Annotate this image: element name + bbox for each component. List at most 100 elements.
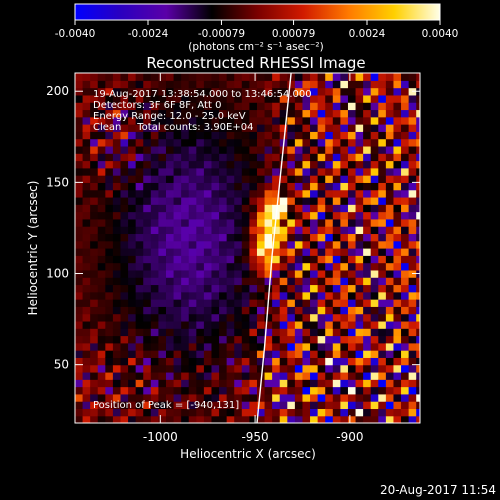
heatmap-cell [317, 211, 326, 220]
heatmap-cell [401, 393, 410, 402]
heatmap-cell [181, 262, 190, 271]
heatmap-cell [272, 284, 281, 293]
heatmap-cell [378, 175, 387, 183]
heatmap-cell [294, 240, 304, 249]
heatmap-cell [287, 342, 296, 351]
heatmap-cell [249, 189, 258, 198]
heatmap-cell [241, 182, 250, 191]
heatmap-cell [143, 408, 152, 417]
heatmap-cell [75, 255, 84, 264]
heatmap-cell [393, 262, 402, 271]
heatmap-cell [112, 73, 122, 81]
heatmap-cell [226, 299, 235, 307]
heatmap-cell [256, 87, 266, 96]
heatmap-cell [90, 401, 99, 410]
heatmap-cell [416, 189, 420, 198]
heatmap-cell [203, 313, 213, 322]
heatmap-cell [355, 138, 364, 147]
heatmap-cell [219, 94, 228, 103]
heatmap-cell [363, 138, 372, 147]
heatmap-cell [294, 109, 304, 118]
heatmap-cell [302, 73, 311, 81]
heatmap-cell [165, 189, 175, 198]
heatmap-cell [226, 145, 235, 154]
heatmap-cell [165, 116, 175, 125]
heatmap-cell [97, 269, 106, 278]
heatmap-cell [408, 313, 417, 322]
heatmap-cell [203, 233, 213, 242]
heatmap-cell [150, 335, 159, 344]
heatmap-cell [287, 102, 296, 111]
heatmap-cell [393, 401, 402, 410]
heatmap-cell [370, 226, 379, 235]
heatmap-cell [363, 109, 372, 118]
heatmap-cell [143, 233, 152, 242]
heatmap-cell [112, 328, 122, 337]
heatmap-cell [370, 393, 379, 402]
heatmap-cell [355, 269, 364, 278]
heatmap-cell [143, 80, 152, 89]
heatmap-cell [226, 196, 235, 205]
heatmap-cell [332, 350, 341, 358]
heatmap-cell [347, 306, 357, 315]
heatmap-cell [150, 211, 159, 220]
heatmap-cell [279, 240, 288, 249]
heatmap-cell [340, 386, 349, 395]
heatmap-cell [370, 94, 379, 103]
heatmap-cell [82, 94, 91, 103]
heatmap-cell [135, 73, 144, 81]
heatmap-cell [264, 182, 273, 191]
heatmap-cell [158, 153, 167, 162]
heatmap-cell [302, 335, 311, 344]
heatmap-cell [287, 284, 296, 293]
heatmap-cell [370, 189, 379, 198]
heatmap-cell [408, 160, 417, 169]
heatmap-cell [82, 408, 91, 417]
heatmap-cell [378, 350, 387, 358]
heatmap-cell [105, 306, 114, 315]
heatmap-cell [219, 269, 228, 278]
heatmap-cell [272, 109, 281, 118]
heatmap-cell [203, 73, 213, 81]
heatmap-cell [211, 386, 220, 395]
heatmap-cell [82, 269, 91, 278]
heatmap-cell [211, 415, 220, 423]
heatmap-cell [105, 124, 114, 132]
heatmap-cell [173, 189, 182, 198]
heatmap-cell [181, 364, 190, 373]
heatmap-cell [256, 320, 266, 329]
heatmap-cell [256, 102, 266, 111]
heatmap-cell [272, 357, 281, 366]
heatmap-cell [158, 218, 167, 227]
heatmap-cell [416, 379, 420, 388]
heatmap-cell [302, 320, 311, 329]
heatmap-cell [82, 167, 91, 176]
heatmap-cell [211, 299, 220, 307]
y-axis-label: Heliocentric Y (arcsec) [26, 181, 40, 316]
heatmap-cell [272, 233, 281, 242]
heatmap-cell [135, 102, 144, 111]
heatmap-cell [90, 145, 99, 154]
heatmap-cell [355, 393, 364, 402]
heatmap-cell [416, 357, 420, 366]
heatmap-cell [226, 240, 235, 249]
heatmap-cell [196, 393, 205, 402]
heatmap-cell [82, 342, 91, 351]
heatmap-cell [234, 313, 243, 322]
heatmap-cell [249, 204, 258, 213]
heatmap-cell [279, 313, 288, 322]
heatmap-cell [120, 94, 129, 103]
heatmap-cell [287, 240, 296, 249]
heatmap-cell [347, 328, 357, 337]
heatmap-cell [340, 218, 349, 227]
heatmap-cell [150, 73, 159, 81]
heatmap-cell [105, 160, 114, 169]
heatmap-cell [105, 87, 114, 96]
heatmap-cell [90, 364, 99, 373]
heatmap-cell [90, 138, 99, 147]
heatmap-cell [332, 269, 341, 278]
heatmap-cell [416, 167, 420, 176]
heatmap-cell [82, 291, 91, 300]
heatmap-cell [241, 233, 250, 242]
heatmap-cell [256, 401, 266, 410]
